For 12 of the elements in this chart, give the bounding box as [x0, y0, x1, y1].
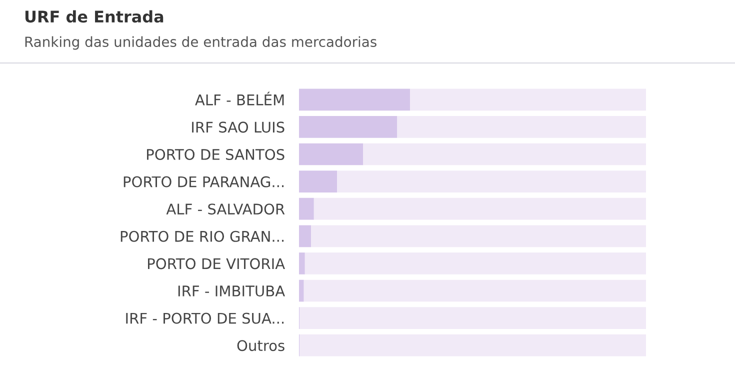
- y-tick-label: ALF - SALVADOR: [166, 204, 285, 215]
- y-tick-label: Outros: [237, 340, 284, 352]
- y-tick-label: PORTO DE SANTOS: [147, 148, 284, 160]
- y-tick-label: ALF - BELÉM: [195, 92, 284, 106]
- text: URF de Entrada: [25, 10, 164, 23]
- y-tick-label: PORTO DE VITORIA: [148, 258, 285, 270]
- y-tick-label: PORTO DE PARANAG...: [124, 176, 284, 188]
- y-tick-label: IRF - IMBITUBA: [178, 286, 285, 296]
- y-tick-label: IRF - PORTO DE SUA...: [126, 312, 284, 324]
- y-tick-label: IRF SAO LUIS: [192, 122, 284, 133]
- y-tick-label: PORTO DE RIO GRAN...: [120, 230, 284, 242]
- chart-subtitle: Ranking das unidades de entrada das mercadorias: [25, 36, 376, 50]
